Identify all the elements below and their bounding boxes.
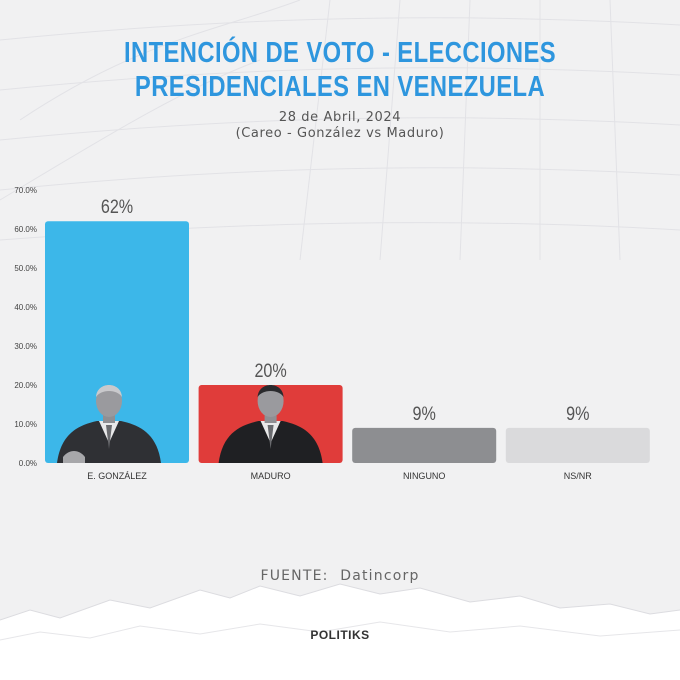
source-label: FUENTE:: [260, 568, 329, 584]
data-label: 20%: [254, 360, 287, 382]
y-tick-label: 0.0%: [19, 459, 37, 468]
candidate-gonzalez-photo: [57, 385, 161, 463]
brand-logo: POLITIKS: [310, 628, 370, 642]
y-tick-label: 60.0%: [14, 225, 37, 234]
x-tick-label: MADURO: [251, 471, 291, 481]
y-tick-label: 70.0%: [14, 186, 37, 195]
chart-title: INTENCIÓN DE VOTO - ELECCIONES PRESIDENC…: [61, 36, 619, 104]
x-tick-label: E. GONZÁLEZ: [87, 471, 147, 481]
y-tick-label: 30.0%: [14, 342, 37, 351]
bar-ns-nr: [505, 427, 650, 463]
y-tick-label: 20.0%: [14, 381, 37, 390]
y-tick-label: 10.0%: [14, 420, 37, 429]
x-tick-label: NINGUNO: [403, 471, 446, 481]
chart-subtitle: (Careo - González vs Maduro): [235, 126, 445, 141]
title-line-2: PRESIDENCIALES EN VENEZUELA: [134, 71, 546, 103]
data-label: 9%: [413, 403, 437, 425]
data-label: 9%: [566, 403, 590, 425]
source-note: FUENTE: Datincorp: [0, 568, 680, 584]
y-tick-label: 40.0%: [14, 303, 37, 312]
mountain-silhouette: [0, 583, 680, 680]
chart-date: 28 de Abril, 2024: [278, 110, 402, 125]
source-value: Datincorp: [340, 568, 420, 584]
candidate-maduro-photo: [218, 385, 323, 463]
x-tick-label: NS/NR: [564, 471, 593, 481]
bar-e-gonz-lez: [45, 221, 189, 463]
data-label: 62%: [101, 196, 134, 218]
bar-ninguno: [352, 427, 497, 463]
y-tick-label: 50.0%: [14, 264, 37, 273]
title-line-1: INTENCIÓN DE VOTO - ELECCIONES: [123, 37, 557, 69]
